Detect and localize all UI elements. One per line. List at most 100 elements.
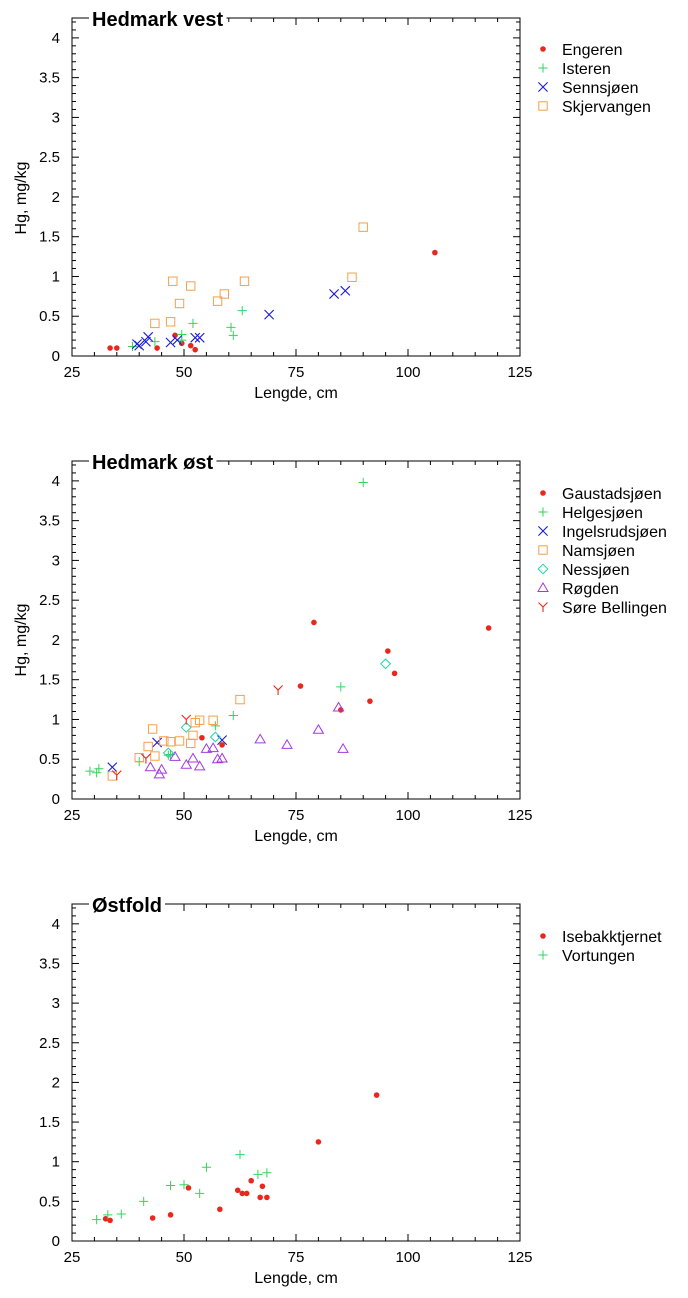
- data-point: [273, 685, 283, 696]
- y-tick-label: 0: [52, 348, 60, 365]
- data-point: [391, 670, 398, 677]
- series-ingelsrudsj-en: [107, 735, 228, 773]
- chart-panel-1: 25 50 75 100 125 0 0.5 1 1.5 2 2.5 3 3.5 4 Lengde, cm H…: [13, 9, 651, 402]
- data-point: [208, 715, 218, 725]
- series-sennsj-en: [131, 285, 351, 351]
- legend-label: Nessjøen: [562, 562, 630, 579]
- data-point: [111, 770, 122, 781]
- data-point: [149, 1215, 156, 1221]
- data-point: [144, 761, 157, 772]
- x-tick-label: 75: [288, 1249, 305, 1266]
- legend-label: Isteren: [562, 61, 611, 78]
- data-point: [217, 735, 228, 746]
- legend-label: Sennsjøen: [562, 80, 639, 97]
- data-point: [235, 1149, 245, 1160]
- x-tick-label: 125: [507, 1249, 532, 1266]
- data-point: [219, 289, 230, 299]
- legend-marker: [538, 101, 548, 111]
- data-point: [248, 1177, 254, 1184]
- data-point: [150, 318, 160, 329]
- data-point: [159, 736, 169, 746]
- y-tick-label: 2: [52, 1074, 60, 1091]
- panel-title-background: [89, 452, 217, 474]
- x-axis-label: Lengde, cm: [254, 1270, 338, 1287]
- data-point: [432, 249, 438, 256]
- data-point: [140, 336, 151, 347]
- data-point: [239, 1190, 246, 1197]
- data-point: [179, 1180, 189, 1190]
- data-point: [85, 766, 95, 776]
- y-tick-label: 3: [52, 109, 60, 126]
- data-point: [254, 733, 267, 744]
- legend-label: Ingelsrudsjøen: [562, 524, 667, 541]
- legend-marker: [538, 602, 548, 612]
- series-s-re-bellingen: [111, 685, 283, 781]
- y-tick-label: 4: [52, 473, 60, 490]
- plot-frame: [71, 903, 521, 1242]
- series-helgesj-en: [85, 477, 368, 778]
- legend-marker: [540, 933, 546, 939]
- y-tick-label: 1.5: [39, 229, 60, 246]
- y-tick-label: 1.5: [39, 672, 60, 689]
- data-point: [200, 742, 213, 753]
- legend-marker: [538, 545, 548, 555]
- series-namsj-en: [107, 694, 245, 781]
- y-tick-label: 0: [52, 1233, 60, 1250]
- legend-label: Engeren: [562, 42, 623, 59]
- data-point: [253, 1169, 263, 1179]
- data-point: [134, 752, 144, 763]
- data-point: [385, 648, 391, 654]
- data-point: [188, 318, 198, 328]
- data-point: [380, 658, 392, 670]
- data-point: [168, 276, 178, 286]
- data-point: [180, 721, 192, 733]
- y-tick-label: 2.5: [39, 592, 60, 609]
- panel-title: Hedmark vest: [92, 9, 224, 31]
- y-tick-label: 2: [52, 189, 60, 206]
- y-tick-label: 4: [52, 916, 60, 933]
- data-point: [212, 296, 223, 306]
- data-point: [92, 1214, 102, 1225]
- data-point: [228, 330, 238, 340]
- data-point: [209, 731, 221, 743]
- data-point: [165, 1180, 176, 1191]
- data-point: [219, 742, 225, 748]
- data-point: [114, 345, 120, 351]
- plot-frame: [71, 460, 521, 800]
- legend-marker: [537, 582, 549, 592]
- legend-label: Isebakktjernet: [562, 929, 662, 946]
- data-point: [174, 736, 185, 746]
- panel-title-background: [89, 895, 165, 917]
- data-point: [264, 309, 275, 320]
- x-axis-label: Lengde, cm: [254, 385, 338, 402]
- data-point: [116, 1209, 126, 1219]
- x-tick-label: 100: [395, 1249, 420, 1266]
- chart-panel-3: 25 50 75 100 125 0 0.5 1 1.5 2 2.5 3 3.5 4 Lengde, cm Ø…: [39, 895, 662, 1287]
- series-engeren: [107, 249, 438, 353]
- x-tick-label: 50: [176, 807, 193, 824]
- data-point: [373, 1092, 380, 1098]
- y-tick-label: 1.5: [39, 1114, 60, 1131]
- data-point: [262, 1168, 272, 1178]
- data-point: [143, 741, 153, 752]
- series-vortungen: [92, 1149, 272, 1225]
- data-point: [143, 331, 154, 342]
- panel-title-background: [89, 9, 227, 31]
- data-point: [347, 272, 357, 282]
- data-point: [107, 345, 113, 351]
- data-point: [154, 345, 160, 351]
- data-point: [243, 1190, 250, 1197]
- y-tick-label: 3: [52, 552, 60, 569]
- y-tick-label: 0.5: [39, 751, 60, 768]
- data-point: [193, 760, 206, 771]
- data-point: [150, 751, 160, 761]
- data-point: [297, 683, 304, 689]
- data-point: [103, 1210, 113, 1220]
- x-tick-label: 100: [395, 807, 420, 824]
- data-point: [239, 276, 250, 286]
- data-point: [180, 758, 193, 769]
- y-tick-label: 3.5: [39, 955, 60, 972]
- data-point: [107, 762, 118, 773]
- data-point: [165, 317, 176, 327]
